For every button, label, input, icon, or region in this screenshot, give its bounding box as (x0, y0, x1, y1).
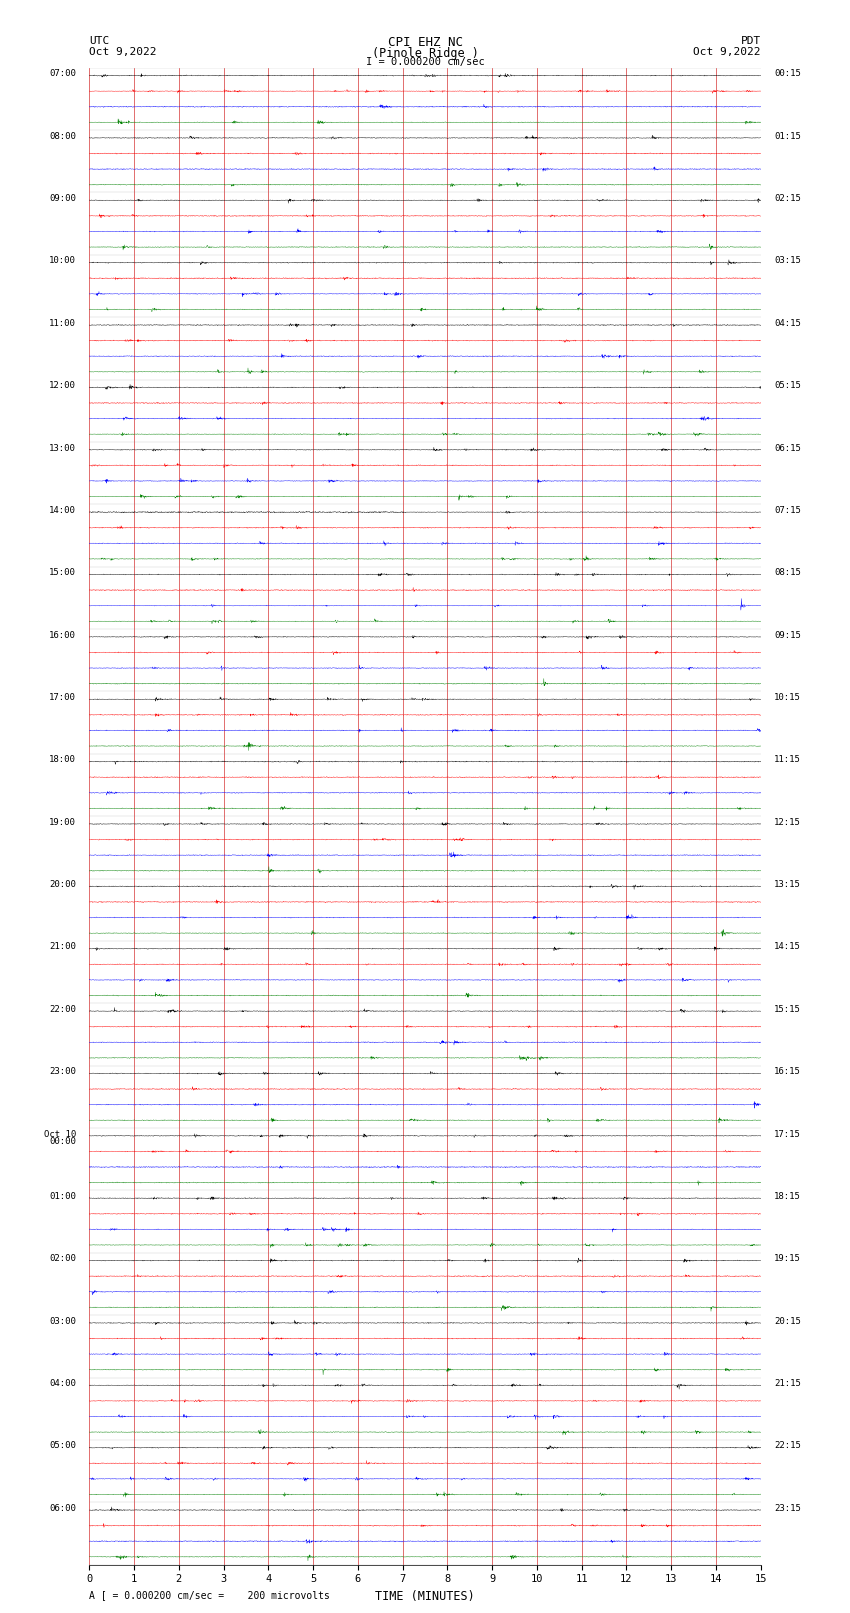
Text: 12:15: 12:15 (774, 818, 801, 827)
Text: 23:00: 23:00 (49, 1068, 76, 1076)
Text: 10:15: 10:15 (774, 694, 801, 702)
Text: 13:00: 13:00 (49, 444, 76, 453)
Text: 19:15: 19:15 (774, 1255, 801, 1263)
Text: 09:00: 09:00 (49, 194, 76, 203)
Text: 22:15: 22:15 (774, 1442, 801, 1450)
Text: 19:00: 19:00 (49, 818, 76, 827)
Text: 00:15: 00:15 (774, 69, 801, 79)
Text: 07:15: 07:15 (774, 506, 801, 515)
Text: 04:15: 04:15 (774, 319, 801, 327)
Text: 07:00: 07:00 (49, 69, 76, 79)
Text: 11:15: 11:15 (774, 755, 801, 765)
Text: 17:00: 17:00 (49, 694, 76, 702)
Text: Oct 9,2022: Oct 9,2022 (694, 47, 761, 56)
Text: 14:15: 14:15 (774, 942, 801, 952)
Text: 23:15: 23:15 (774, 1503, 801, 1513)
Text: 05:00: 05:00 (49, 1442, 76, 1450)
Text: 16:15: 16:15 (774, 1068, 801, 1076)
Text: 06:15: 06:15 (774, 444, 801, 453)
Text: 21:00: 21:00 (49, 942, 76, 952)
Text: 01:00: 01:00 (49, 1192, 76, 1202)
Text: 15:15: 15:15 (774, 1005, 801, 1015)
Text: 03:00: 03:00 (49, 1316, 76, 1326)
Text: 22:00: 22:00 (49, 1005, 76, 1015)
Text: 08:00: 08:00 (49, 132, 76, 140)
Text: (Pinole Ridge ): (Pinole Ridge ) (371, 47, 479, 60)
Text: 06:00: 06:00 (49, 1503, 76, 1513)
Text: 18:15: 18:15 (774, 1192, 801, 1202)
Text: 04:00: 04:00 (49, 1379, 76, 1389)
Text: 00:00: 00:00 (49, 1137, 76, 1147)
Text: PDT: PDT (740, 37, 761, 47)
Text: 12:00: 12:00 (49, 381, 76, 390)
Text: A [ = 0.000200 cm/sec =    200 microvolts: A [ = 0.000200 cm/sec = 200 microvolts (89, 1590, 330, 1600)
Text: UTC: UTC (89, 37, 110, 47)
Text: 08:15: 08:15 (774, 568, 801, 577)
Text: 20:00: 20:00 (49, 881, 76, 889)
Text: I = 0.000200 cm/sec: I = 0.000200 cm/sec (366, 58, 484, 68)
Text: 14:00: 14:00 (49, 506, 76, 515)
Text: 01:15: 01:15 (774, 132, 801, 140)
Text: Oct 10: Oct 10 (43, 1129, 76, 1139)
Text: 18:00: 18:00 (49, 755, 76, 765)
Text: 21:15: 21:15 (774, 1379, 801, 1389)
X-axis label: TIME (MINUTES): TIME (MINUTES) (375, 1590, 475, 1603)
Text: CPI EHZ NC: CPI EHZ NC (388, 37, 462, 50)
Text: 05:15: 05:15 (774, 381, 801, 390)
Text: 16:00: 16:00 (49, 631, 76, 640)
Text: 02:00: 02:00 (49, 1255, 76, 1263)
Text: 10:00: 10:00 (49, 256, 76, 266)
Text: 11:00: 11:00 (49, 319, 76, 327)
Text: 03:15: 03:15 (774, 256, 801, 266)
Text: 17:15: 17:15 (774, 1129, 801, 1139)
Text: 15:00: 15:00 (49, 568, 76, 577)
Text: 02:15: 02:15 (774, 194, 801, 203)
Text: 09:15: 09:15 (774, 631, 801, 640)
Text: Oct 9,2022: Oct 9,2022 (89, 47, 156, 56)
Text: 13:15: 13:15 (774, 881, 801, 889)
Text: 20:15: 20:15 (774, 1316, 801, 1326)
